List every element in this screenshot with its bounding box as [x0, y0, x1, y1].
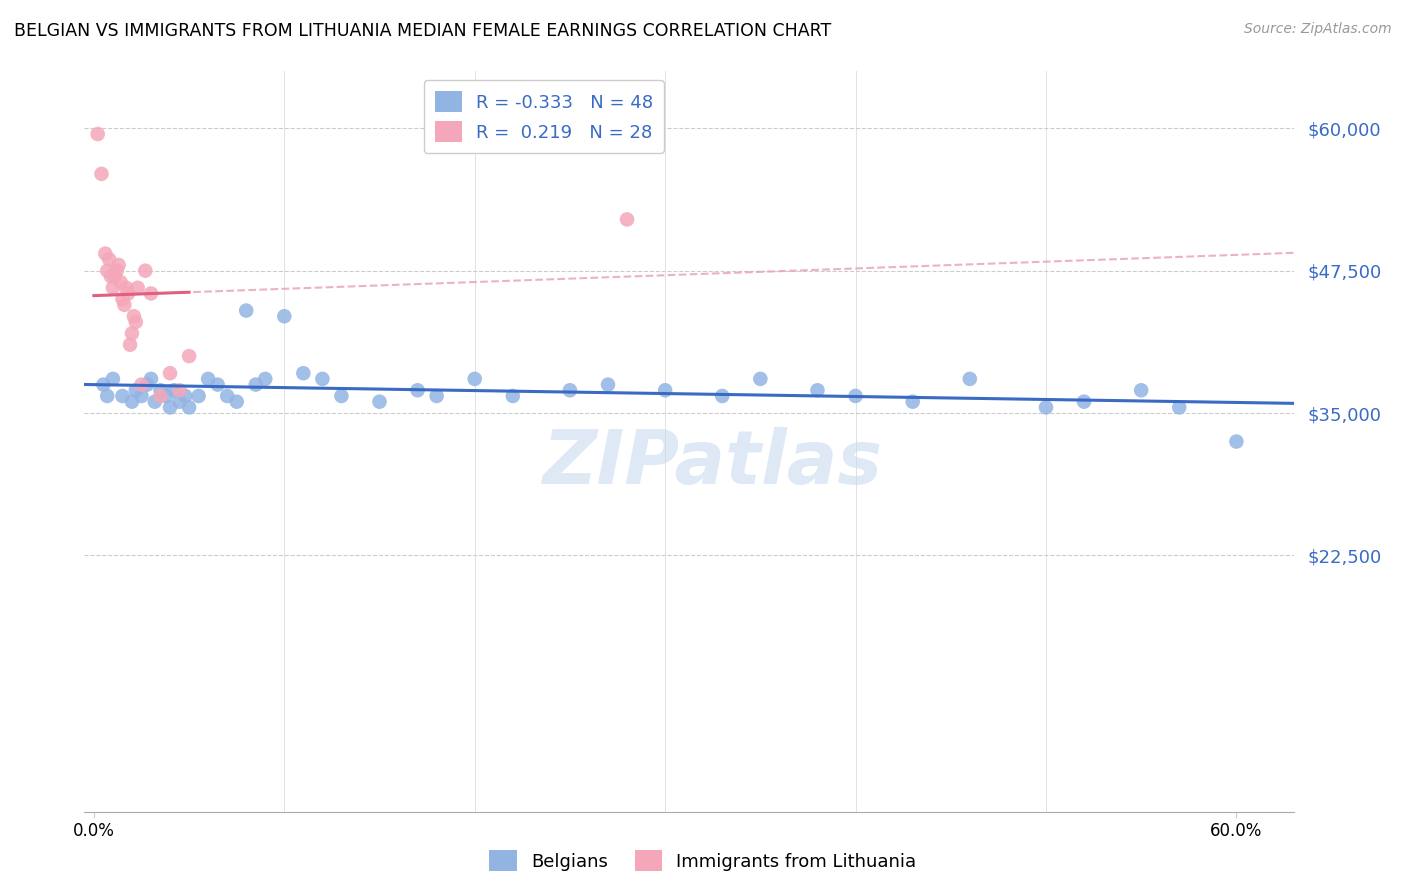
Point [110, 275, 132, 289]
Point [187, 389, 209, 403]
Point [596, 377, 619, 392]
Point [292, 366, 315, 380]
Point [254, 372, 277, 386]
Point [100, 269, 122, 284]
Point [98, 252, 121, 267]
Point [159, 366, 181, 380]
Point [177, 349, 200, 363]
Point [169, 394, 191, 409]
Point [163, 384, 186, 398]
Point [143, 394, 166, 409]
Point [125, 315, 148, 329]
Point [139, 372, 162, 386]
Point [131, 377, 153, 392]
Point [901, 394, 924, 409]
Point [235, 303, 257, 318]
Point [1130, 384, 1153, 398]
Point [101, 372, 124, 386]
Point [121, 326, 143, 341]
Point [225, 394, 247, 409]
Point [502, 389, 524, 403]
Point [104, 269, 127, 284]
Point [273, 310, 295, 324]
Point [558, 384, 581, 398]
Point [125, 384, 148, 398]
Point [311, 372, 333, 386]
Point [122, 310, 145, 324]
Point [426, 389, 449, 403]
Point [159, 401, 181, 415]
Point [107, 258, 129, 272]
Point [177, 401, 200, 415]
Point [464, 372, 486, 386]
Legend: R = -0.333   N = 48, R =  0.219   N = 28: R = -0.333 N = 48, R = 0.219 N = 28 [423, 80, 664, 153]
Point [117, 286, 139, 301]
Point [131, 389, 153, 403]
Point [96, 263, 118, 277]
Text: BELGIAN VS IMMIGRANTS FROM LITHUANIA MEDIAN FEMALE EARNINGS CORRELATION CHART: BELGIAN VS IMMIGRANTS FROM LITHUANIA MED… [14, 22, 831, 40]
Point [96, 389, 118, 403]
Point [217, 389, 239, 403]
Text: Source: ZipAtlas.com: Source: ZipAtlas.com [1244, 22, 1392, 37]
Point [139, 286, 162, 301]
Point [149, 389, 172, 403]
Point [368, 394, 391, 409]
Point [112, 298, 135, 312]
Point [90, 167, 112, 181]
Point [330, 389, 353, 403]
Point [616, 212, 638, 227]
Point [406, 384, 429, 398]
Point [1035, 401, 1057, 415]
Point [1073, 394, 1095, 409]
Point [120, 337, 142, 351]
Point [93, 377, 115, 392]
Point [155, 389, 177, 403]
Point [121, 394, 143, 409]
Point [197, 372, 219, 386]
Point [654, 384, 676, 398]
Point [245, 377, 267, 392]
Point [169, 384, 191, 398]
Point [149, 384, 172, 398]
Point [174, 389, 197, 403]
Point [959, 372, 981, 386]
Point [806, 384, 828, 398]
Point [207, 377, 229, 392]
Legend: Belgians, Immigrants from Lithuania: Belgians, Immigrants from Lithuania [482, 843, 924, 879]
Point [111, 292, 134, 306]
Point [711, 389, 734, 403]
Point [105, 263, 128, 277]
Point [111, 389, 134, 403]
Point [134, 263, 156, 277]
Point [101, 281, 124, 295]
Point [749, 372, 772, 386]
Point [86, 127, 108, 141]
Point [845, 389, 868, 403]
Point [136, 377, 159, 392]
Text: ZIPatlas: ZIPatlas [543, 427, 883, 500]
Point [1225, 434, 1247, 449]
Point [94, 246, 117, 260]
Point [127, 281, 149, 295]
Point [1168, 401, 1191, 415]
Point [115, 281, 138, 295]
